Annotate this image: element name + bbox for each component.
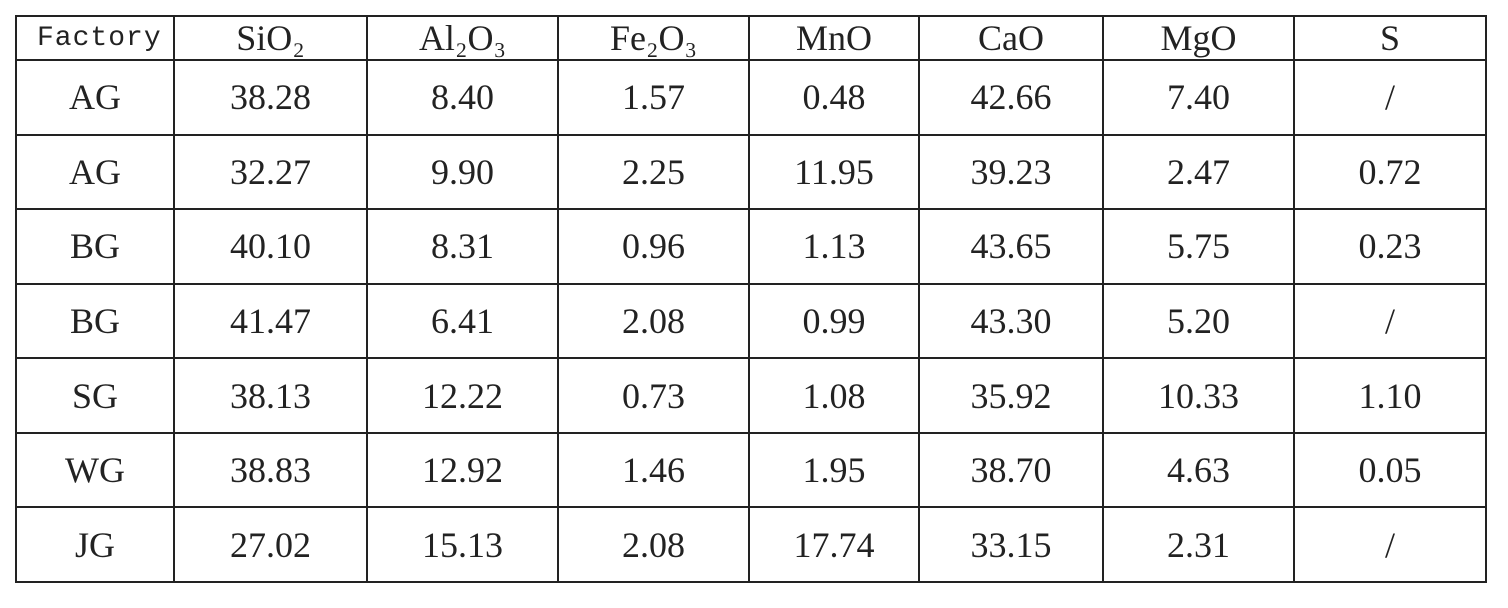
- header-cell: MnO: [748, 15, 920, 61]
- value-cell: 0.48: [748, 59, 920, 136]
- value-cell: 1.95: [748, 431, 920, 509]
- factory-cell: SG: [15, 357, 175, 434]
- header-cell: Factory: [15, 15, 175, 61]
- value-cell: 41.47: [173, 282, 368, 360]
- factory-cell: BG: [15, 282, 175, 360]
- value-cell: 42.66: [918, 59, 1104, 136]
- value-cell: /: [1293, 506, 1487, 583]
- value-cell: 1.10: [1293, 357, 1487, 434]
- header-cell: Al₂O₃: [366, 15, 559, 61]
- header-cell: MgO: [1102, 15, 1295, 61]
- value-cell: 15.13: [366, 506, 559, 583]
- value-cell: 7.40: [1102, 59, 1295, 136]
- value-cell: 8.40: [366, 59, 559, 136]
- factory-cell: AG: [15, 59, 175, 136]
- table-row: BG 40.10 8.31 0.96 1.13 43.65 5.75 0.23: [15, 208, 1487, 285]
- value-cell: 5.20: [1102, 282, 1295, 360]
- value-cell: 0.96: [557, 208, 750, 285]
- table-body: AG 38.28 8.40 1.57 0.48 42.66 7.40/AG 32.27 9.90…: [15, 59, 1487, 583]
- header-cell: Fe₂O₃: [557, 15, 750, 61]
- table-row: AG 38.28 8.40 1.57 0.48 42.66 7.40/: [15, 59, 1487, 136]
- value-cell: 2.08: [557, 506, 750, 583]
- value-cell: 11.95: [748, 133, 920, 211]
- value-cell: 2.08: [557, 282, 750, 360]
- value-cell: 12.22: [366, 357, 559, 434]
- value-cell: 1.57: [557, 59, 750, 136]
- value-cell: 10.33: [1102, 357, 1295, 434]
- table-row: WG 38.83 12.92 1.46 1.95 38.70 4.63 0.05: [15, 431, 1487, 509]
- value-cell: 4.63: [1102, 431, 1295, 509]
- table-row: BG 41.47 6.41 2.08 0.99 43.30 5.20/: [15, 282, 1487, 360]
- value-cell: 2.31: [1102, 506, 1295, 583]
- value-cell: 40.10: [173, 208, 368, 285]
- factory-cell: WG: [15, 431, 175, 509]
- value-cell: 32.27: [173, 133, 368, 211]
- value-cell: 33.15: [918, 506, 1104, 583]
- value-cell: 38.13: [173, 357, 368, 434]
- value-cell: 0.99: [748, 282, 920, 360]
- value-cell: 43.30: [918, 282, 1104, 360]
- header-cell: CaO: [918, 15, 1104, 61]
- table-row: JG 27.02 15.13 2.08 17.74 33.15 2.31/: [15, 506, 1487, 583]
- value-cell: 38.28: [173, 59, 368, 136]
- value-cell: 43.65: [918, 208, 1104, 285]
- value-cell: /: [1293, 59, 1487, 136]
- value-cell: 35.92: [918, 357, 1104, 434]
- table-row: SG 38.13 12.22 0.73 1.08 35.92 10.33 1.10: [15, 357, 1487, 434]
- value-cell: 6.41: [366, 282, 559, 360]
- value-cell: 17.74: [748, 506, 920, 583]
- value-cell: 8.31: [366, 208, 559, 285]
- value-cell: 0.72: [1293, 133, 1487, 211]
- value-cell: 0.73: [557, 357, 750, 434]
- value-cell: 0.23: [1293, 208, 1487, 285]
- value-cell: 1.46: [557, 431, 750, 509]
- factory-cell: JG: [15, 506, 175, 583]
- value-cell: 2.25: [557, 133, 750, 211]
- value-cell: 39.23: [918, 133, 1104, 211]
- value-cell: 0.05: [1293, 431, 1487, 509]
- value-cell: /: [1293, 282, 1487, 360]
- factory-cell: BG: [15, 208, 175, 285]
- value-cell: 38.70: [918, 431, 1104, 509]
- composition-table: Factory SiO₂ Al₂O₃ Fe₂O₃ MnO CaO MgO S AG 38.28 8…: [15, 15, 1487, 583]
- value-cell: 1.08: [748, 357, 920, 434]
- factory-cell: AG: [15, 133, 175, 211]
- value-cell: 38.83: [173, 431, 368, 509]
- header-row: Factory SiO₂ Al₂O₃ Fe₂O₃ MnO CaO MgO S: [15, 15, 1487, 61]
- value-cell: 1.13: [748, 208, 920, 285]
- value-cell: 2.47: [1102, 133, 1295, 211]
- header-cell: S: [1293, 15, 1487, 61]
- value-cell: 5.75: [1102, 208, 1295, 285]
- value-cell: 12.92: [366, 431, 559, 509]
- header-cell: SiO₂: [173, 15, 368, 61]
- value-cell: 27.02: [173, 506, 368, 583]
- table-row: AG 32.27 9.90 2.25 11.95 39.23 2.47 0.72: [15, 133, 1487, 211]
- value-cell: 9.90: [366, 133, 559, 211]
